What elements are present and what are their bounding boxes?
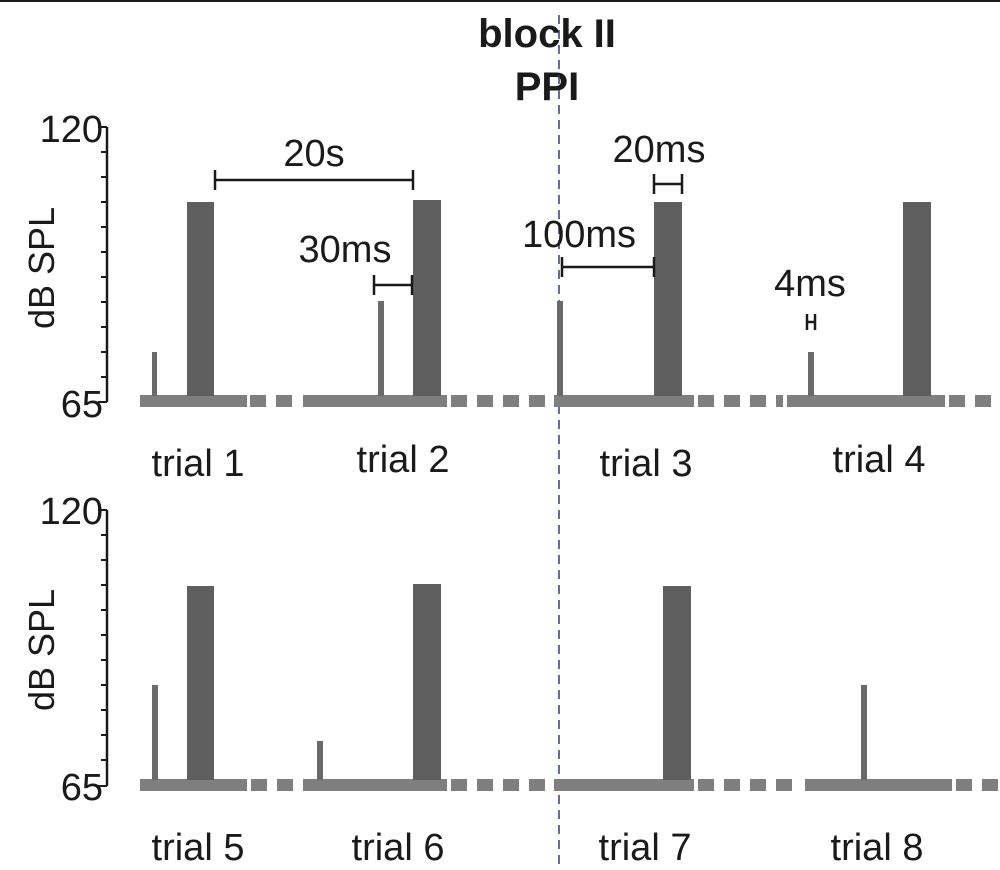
trial-3-pulse xyxy=(654,202,682,396)
trial-4-pulse xyxy=(903,202,931,396)
top-ymax-label: 120 xyxy=(40,109,103,151)
trial-4-label: trial 4 xyxy=(833,439,926,481)
prepulse-4ms-label: 4ms xyxy=(774,263,846,305)
block-subtitle: PPI xyxy=(515,65,579,109)
trial-4-prepulse xyxy=(808,352,814,396)
trial-6-prepulse xyxy=(317,741,323,780)
lead-100ms-bracket xyxy=(560,257,656,277)
trial-3-label: trial 3 xyxy=(600,443,693,485)
trial-1-pulse xyxy=(187,202,214,396)
trial-6-label: trial 6 xyxy=(352,827,445,869)
trial-8-label: trial 8 xyxy=(831,827,924,869)
trial-2-prepulse xyxy=(378,301,384,396)
trial-5-pulse xyxy=(187,586,214,780)
block-title: block II xyxy=(478,12,616,56)
prepulse-4ms-bracket xyxy=(805,314,817,330)
trial-2-label: trial 2 xyxy=(357,439,450,481)
trial-7-pulse xyxy=(663,586,691,780)
lead-100ms-label: 100ms xyxy=(522,214,636,256)
pulse-20ms-label: 20ms xyxy=(613,129,706,171)
trial-8-prepulse xyxy=(861,685,867,780)
bottom-ymax-label: 120 xyxy=(40,491,103,533)
trial-5-prepulse xyxy=(152,685,158,780)
top-ymin-label: 65 xyxy=(61,384,103,426)
bottom-ymin-label: 65 xyxy=(61,767,103,809)
trial-6-pulse xyxy=(413,584,441,780)
trial-1-label: trial 1 xyxy=(152,443,245,485)
iti-label: 20s xyxy=(283,133,344,175)
bottom-minor-ticks xyxy=(101,534,107,761)
bottom-panel: 120 65 dB SPL trial 5 trial 6 trial 7 tr… xyxy=(21,491,1000,869)
lead-30ms-bracket xyxy=(372,275,414,295)
lead-30ms-label: 30ms xyxy=(299,229,392,271)
trial-7-label: trial 7 xyxy=(599,827,692,869)
trial-2-pulse xyxy=(413,200,441,396)
pulse-20ms-bracket xyxy=(652,174,684,194)
trial-5-label: trial 5 xyxy=(152,827,245,869)
top-y-axis-label: dB SPL xyxy=(21,207,62,329)
trial-3-prepulse xyxy=(557,301,563,396)
top-panel: 120 65 dB SPL 20s xyxy=(21,109,1000,485)
iti-bracket xyxy=(213,170,415,190)
trial-1-prepulse xyxy=(152,352,157,396)
top-minor-ticks xyxy=(101,151,107,378)
bottom-y-axis-label: dB SPL xyxy=(21,589,62,711)
